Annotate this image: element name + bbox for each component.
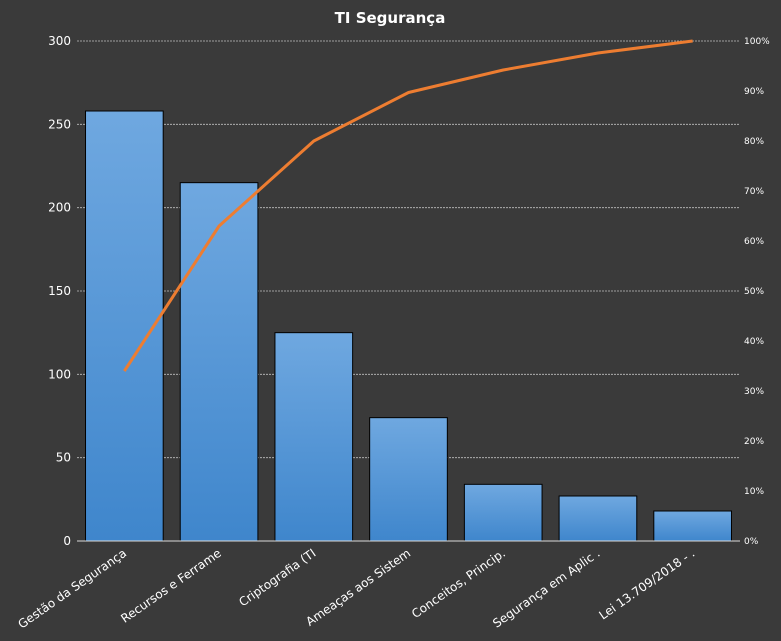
bar [463, 483, 543, 542]
y2-tick-label: 0% [744, 537, 759, 547]
x-tick-label: Ameaças aos Sistem [303, 546, 413, 629]
bar [369, 417, 448, 542]
y-tick-label: 200 [48, 201, 71, 215]
y-tick-label: 0 [63, 534, 71, 548]
x-tick-label: Segurança em Aplic . [490, 546, 602, 631]
cumulative-line [123, 39, 693, 372]
x-tick-label: Lei 13.709/2018 - . [596, 546, 697, 622]
y2-tick-label: 100% [744, 37, 770, 47]
y2-tick-label: 40% [744, 337, 764, 347]
bar [274, 332, 354, 542]
bar [653, 510, 732, 542]
x-tick-label: Conceitos, Princip. [409, 546, 508, 621]
bar [179, 182, 259, 542]
x-tick-label: Recursos e Ferrame [118, 546, 223, 626]
chart-title: TI Segurança [335, 9, 446, 27]
y2-tick-label: 50% [744, 287, 764, 297]
bar [85, 110, 164, 542]
y-tick-label: 100 [48, 367, 71, 381]
y-tick-label: 150 [48, 284, 71, 298]
y2-tick-label: 60% [744, 237, 764, 247]
y2-tick-label: 70% [744, 187, 764, 197]
x-tick-label: Gestão da Segurança [15, 546, 129, 631]
grid-layer [77, 40, 740, 459]
y2-tick-label: 10% [744, 487, 764, 497]
bar [558, 495, 638, 542]
y2-tick-label: 90% [744, 87, 764, 97]
bars-layer [85, 110, 732, 542]
y-tick-label: 50 [56, 451, 71, 465]
y-tick-label: 250 [48, 117, 71, 131]
y2-tick-label: 20% [744, 437, 764, 447]
y-tick-label: 300 [48, 34, 71, 48]
y2-tick-label: 80% [744, 137, 764, 147]
x-tick-label: Criptografia (TI [236, 546, 318, 609]
y2-tick-label: 30% [744, 387, 764, 397]
line-layer [123, 39, 693, 372]
